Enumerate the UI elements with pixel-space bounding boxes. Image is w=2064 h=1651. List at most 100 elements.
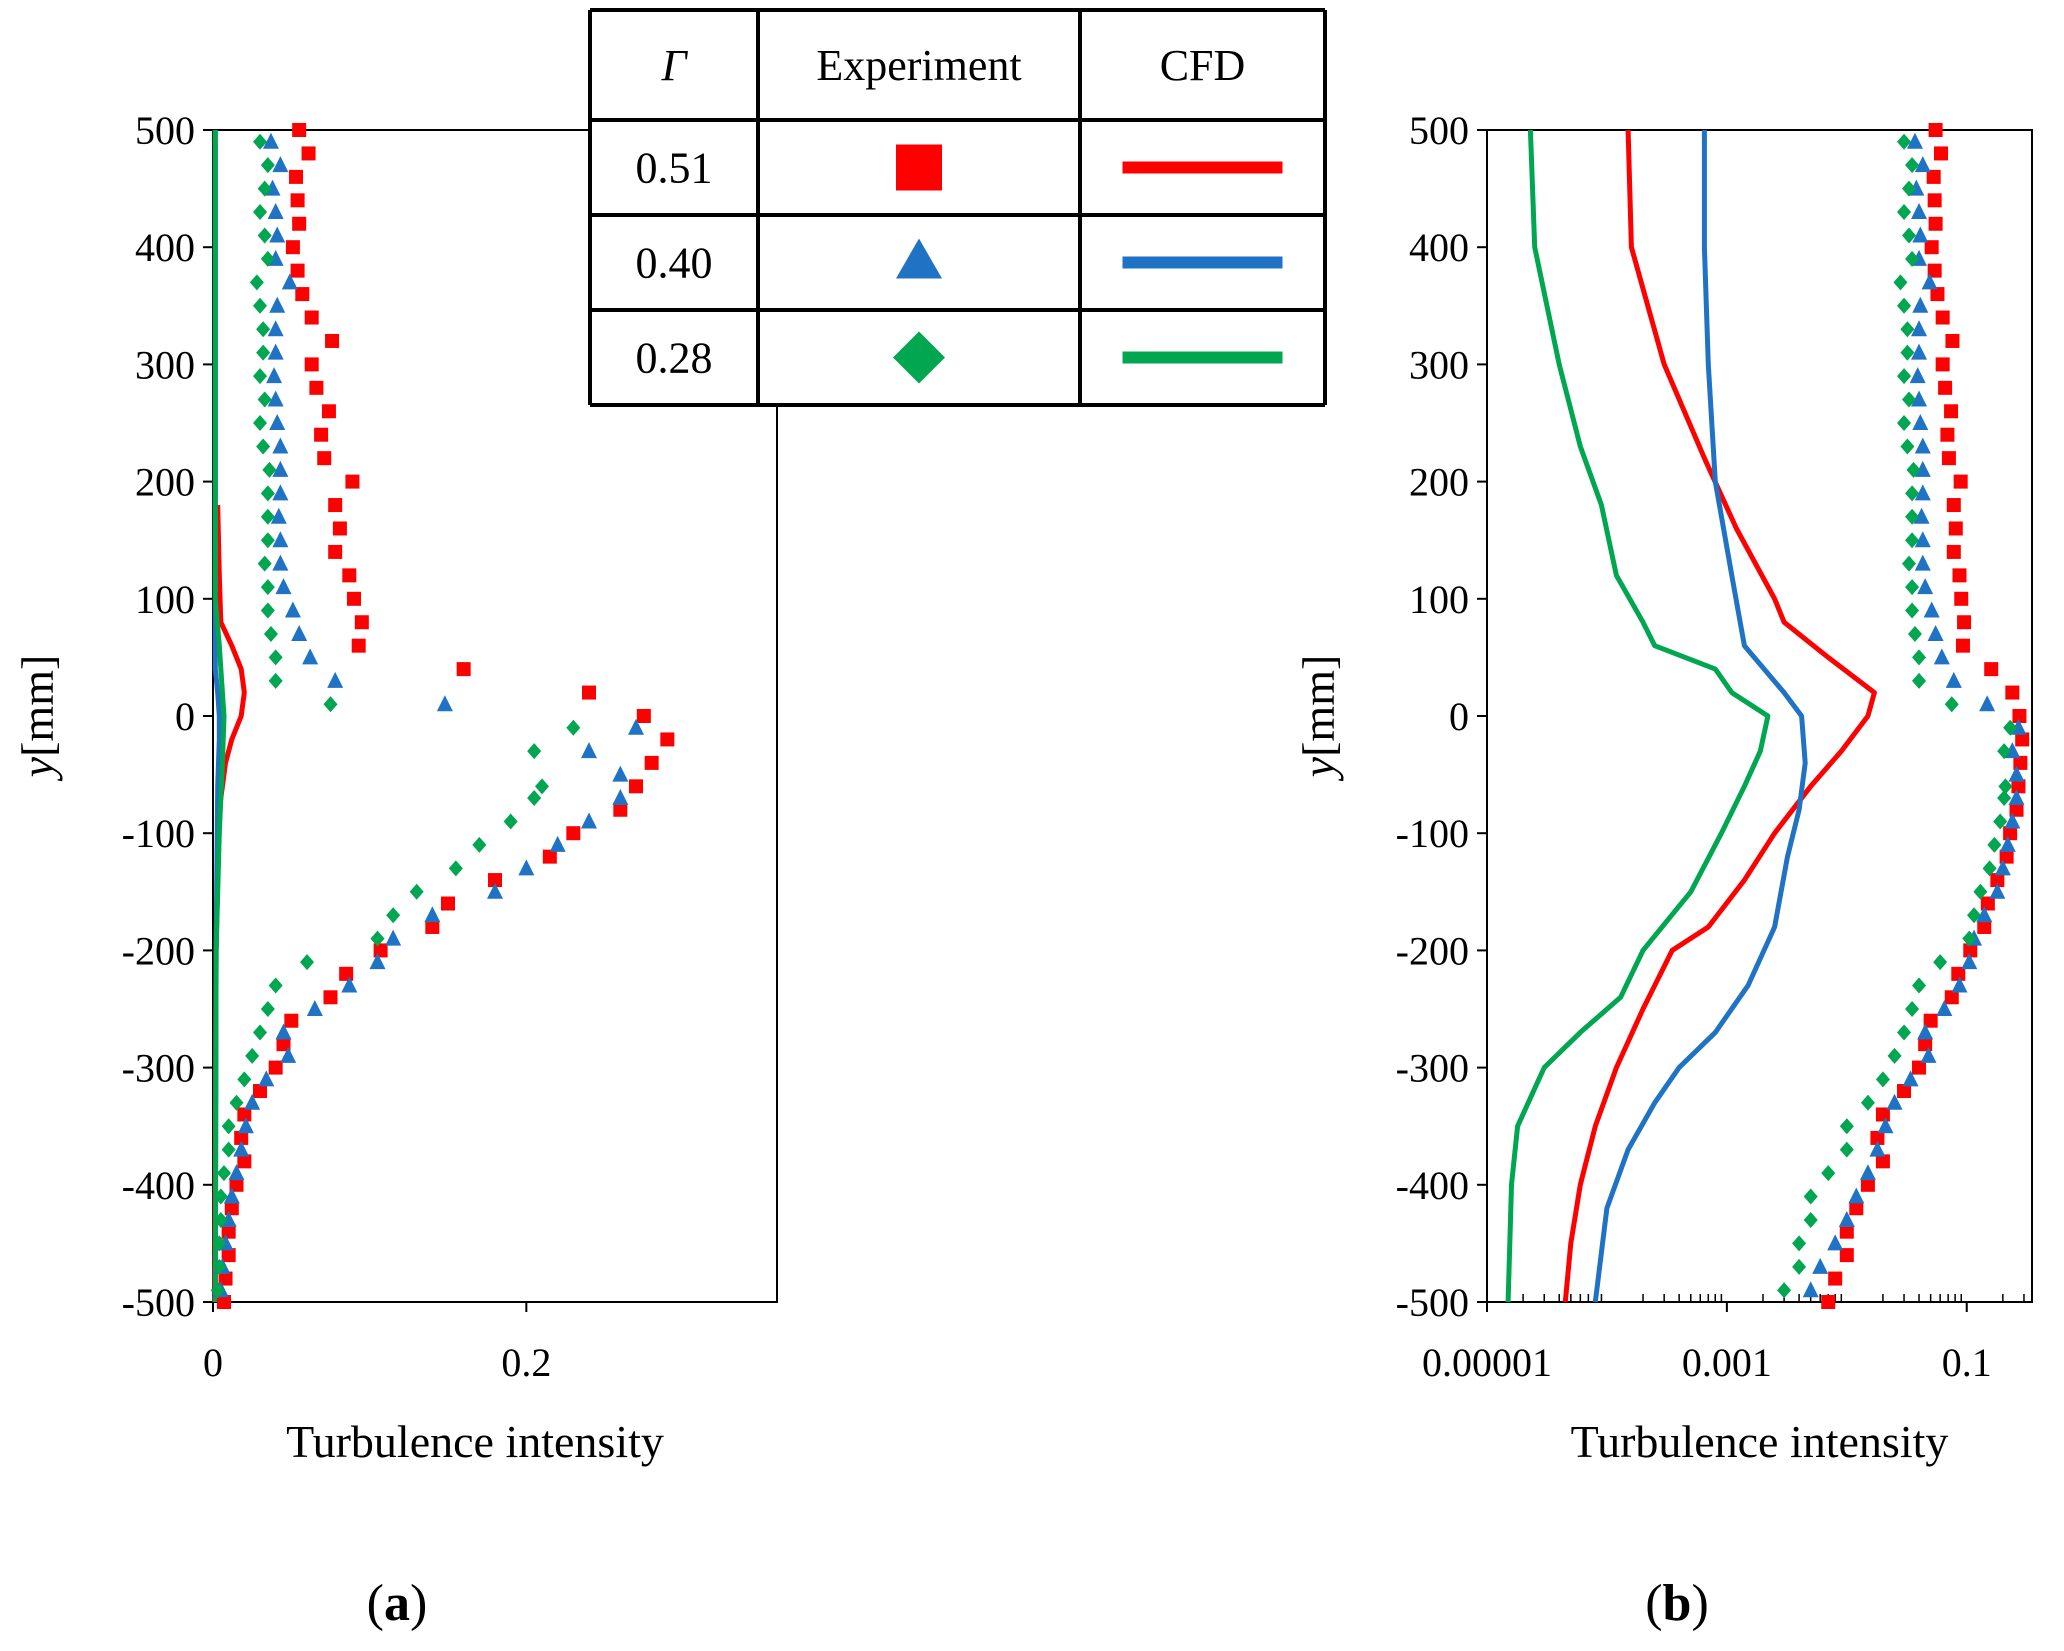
data-layer	[210, 123, 675, 1309]
experiment-point-square	[2011, 779, 2026, 794]
experiment-point-diamond	[1900, 344, 1915, 361]
x-axis-title: Turbulence intensity	[286, 1416, 664, 1467]
y-tick-label: -400	[1396, 1163, 1469, 1208]
experiment-point-diamond	[1906, 461, 1921, 478]
experiment-point-triangle	[272, 156, 289, 173]
experiment-point-square	[314, 427, 329, 442]
plot-frame	[1486, 129, 2033, 1303]
experiment-point-square	[1948, 521, 1963, 536]
experiment-point-square	[237, 1107, 252, 1122]
experiment-point-diamond	[1973, 883, 1988, 900]
legend-header-gamma: Γ	[660, 41, 688, 90]
experiment-point-square	[347, 591, 361, 606]
experiment-point-diamond	[253, 297, 267, 314]
experiment-point-diamond	[1905, 602, 1920, 619]
experiment-point-triangle	[272, 460, 289, 477]
x-tick-label: 0.00001	[1422, 1340, 1552, 1385]
experiment-point-diamond	[245, 1047, 260, 1064]
experiment-point-diamond	[1901, 555, 1916, 572]
experiment-point-triangle	[487, 882, 503, 899]
experiment-point-triangle	[1838, 1210, 1855, 1227]
y-axis-title: y[mm]	[12, 655, 63, 782]
y-tick-label: 500	[135, 108, 195, 153]
legend-background	[590, 10, 1325, 405]
experiment-point-triangle	[2008, 765, 2025, 782]
y-tick-label: -100	[1396, 811, 1469, 856]
y-tick-label: -300	[122, 1046, 195, 1091]
experiment-point-square	[309, 380, 324, 395]
experiment-point-triangle	[272, 437, 289, 454]
experiment-point-diamond	[1803, 1211, 1818, 1228]
experiment-point-square	[2012, 709, 2027, 723]
legend-gamma-value: 0.28	[636, 334, 713, 383]
experiment-point-diamond	[1905, 579, 1920, 596]
experiment-point-diamond	[1893, 274, 1908, 291]
experiment-point-square	[1912, 1060, 1927, 1075]
experiment-point-square	[285, 240, 300, 255]
experiment-point-triangle	[1902, 1070, 1919, 1087]
experiment-point-diamond	[1901, 180, 1916, 197]
legend-gamma-value: 0.40	[636, 239, 713, 288]
experiment-point-diamond	[268, 672, 283, 689]
experiment-point-square	[221, 1248, 236, 1263]
experiment-point-triangle	[385, 929, 402, 946]
experiment-point-diamond	[1997, 743, 2012, 760]
experiment-point-triangle	[1921, 273, 1938, 290]
experiment-point-diamond	[1887, 1047, 1902, 1064]
experiment-point-square	[339, 966, 354, 981]
experiment-point-diamond	[221, 1141, 236, 1158]
experiment-point-square	[2009, 802, 2024, 817]
experiment-point-diamond	[253, 204, 267, 221]
experiment-point-triangle	[1936, 1000, 1953, 1016]
experiment-point-diamond	[1905, 1001, 1920, 1017]
experiment-point-triangle	[1827, 1234, 1844, 1251]
panel-b-chart: 500 400 300 200 100 0 -100 -200 -300 -400 -500 0.00…	[1293, 108, 2033, 1632]
experiment-point-diamond	[1905, 532, 1920, 549]
experiment-point-diamond	[1944, 696, 1959, 713]
experiment-point-triangle	[223, 1187, 240, 1204]
experiment-point-triangle	[1911, 390, 1928, 407]
y-tick-label: -400	[122, 1163, 195, 1208]
experiment-point-triangle	[1914, 554, 1931, 571]
experiment-point-diamond	[268, 649, 283, 666]
experiment-point-square	[1928, 216, 1943, 231]
experiment-point-triangle	[269, 226, 286, 243]
experiment-point-diamond	[260, 250, 275, 267]
y-tick-label: 0	[175, 694, 195, 739]
experiment-point-diamond	[1860, 1094, 1875, 1111]
experiment-point-triangle	[1951, 976, 1968, 993]
experiment-point-square	[292, 216, 307, 231]
y-tick-label: 100	[1409, 577, 1469, 622]
experiment-point-square	[1849, 1201, 1864, 1216]
experiment-point-triangle	[1961, 953, 1978, 970]
experiment-point-diamond	[1912, 649, 1927, 666]
experiment-point-square	[1839, 1248, 1854, 1263]
experiment-point-triangle	[1923, 601, 1940, 618]
experiment-point-diamond	[409, 883, 424, 900]
legend-table: Γ Experiment CFD 0.51 0.40 0.28	[588, 8, 1327, 407]
experiment-point-square	[1828, 1271, 1843, 1286]
experiment-point-triangle	[1911, 343, 1928, 360]
experiment-point-square	[1963, 943, 1978, 958]
experiment-point-square	[1955, 638, 1970, 653]
y-tick-label: -100	[122, 811, 195, 856]
experiment-point-square	[542, 849, 557, 864]
experiment-point-triangle	[1859, 1164, 1876, 1181]
experiment-point-square	[1944, 990, 1959, 1005]
experiment-point-triangle	[1927, 624, 1944, 641]
experiment-point-square	[342, 568, 357, 583]
experiment-point-triangle	[267, 343, 284, 360]
experiment-point-diamond	[249, 274, 264, 291]
experiment-point-triangle	[1869, 1140, 1886, 1157]
experiment-point-diamond	[1907, 625, 1922, 642]
experiment-point-triangle	[275, 578, 292, 595]
experiment-point-triangle	[1848, 1187, 1865, 1204]
experiment-point-diamond	[1905, 508, 1920, 525]
experiment-point-square	[613, 802, 628, 817]
experiment-point-diamond	[260, 532, 275, 549]
experiment-point-diamond	[503, 813, 518, 830]
experiment-point-triangle	[302, 648, 319, 665]
experiment-point-square	[1944, 404, 1959, 419]
experiment-point-square	[345, 474, 360, 489]
experiment-point-triangle	[267, 390, 284, 407]
